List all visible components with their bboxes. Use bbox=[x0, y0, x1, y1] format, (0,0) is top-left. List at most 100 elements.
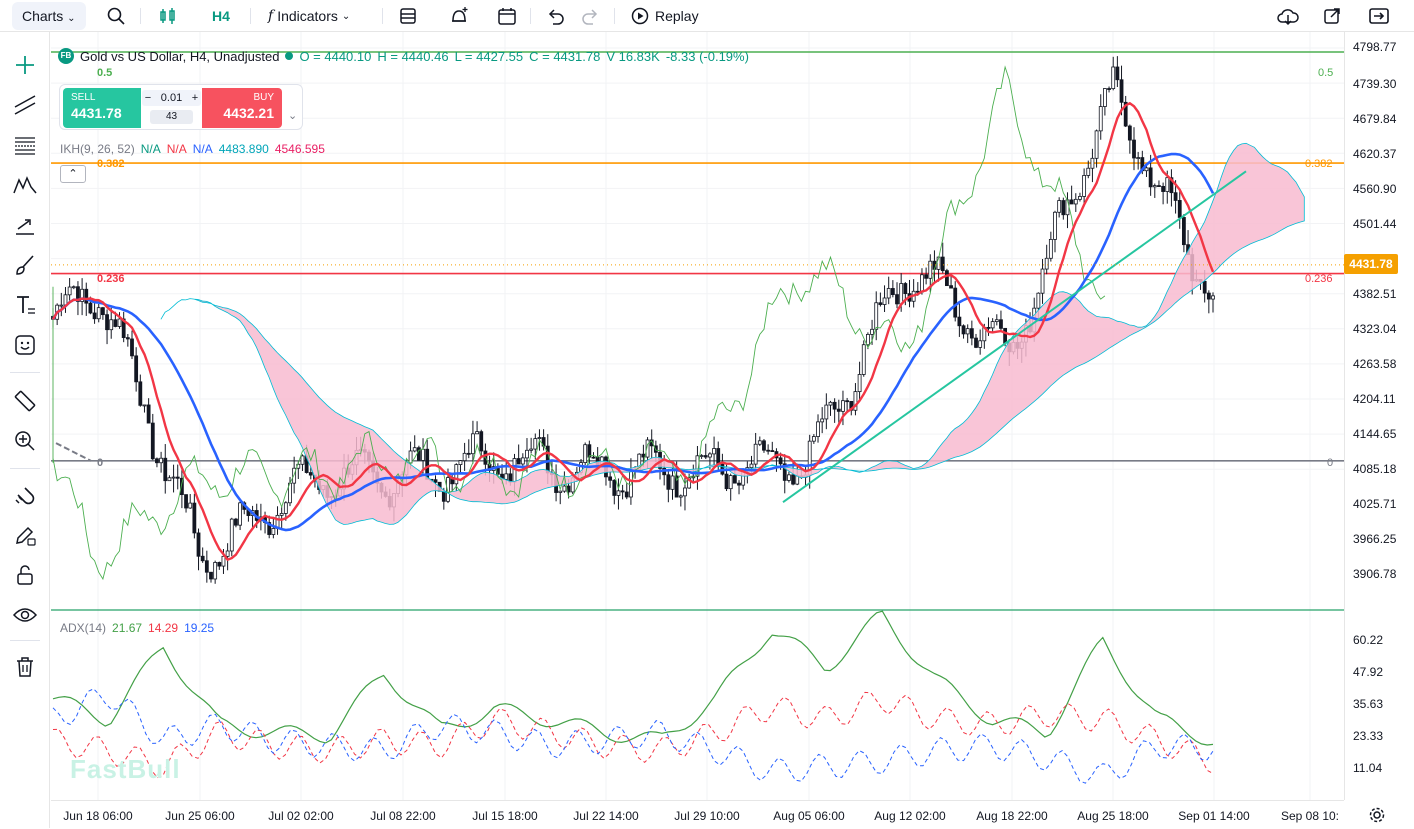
trendline-tool[interactable] bbox=[10, 90, 40, 120]
minus-icon[interactable]: − bbox=[144, 92, 152, 104]
search-button[interactable] bbox=[106, 0, 126, 32]
candle-body bbox=[999, 319, 1003, 329]
text-tool[interactable] bbox=[10, 290, 40, 320]
ichimoku-conversion-line bbox=[51, 101, 1215, 562]
indicators-label: Indicators bbox=[277, 8, 338, 24]
share-button[interactable] bbox=[1322, 0, 1342, 32]
quantity-stepper[interactable]: − 0.01 + 43 bbox=[142, 88, 201, 128]
candle-body bbox=[895, 294, 899, 305]
emoji-tool[interactable] bbox=[10, 330, 40, 360]
candle-body bbox=[1161, 185, 1166, 192]
price-tick: 4679.84 bbox=[1353, 112, 1397, 126]
candle-body bbox=[100, 307, 105, 316]
pattern-tool[interactable] bbox=[10, 170, 40, 200]
price-chart[interactable] bbox=[51, 32, 1344, 800]
ohlc-high: H = 4440.46 bbox=[377, 49, 448, 64]
high-value: H = 4440.46 bbox=[377, 48, 449, 64]
ichimoku-lagging-line bbox=[52, 65, 1106, 581]
plus-icon[interactable]: + bbox=[191, 92, 199, 104]
magnet-tool[interactable] bbox=[10, 480, 40, 510]
candle-body bbox=[1144, 167, 1149, 172]
redo-button[interactable] bbox=[580, 0, 600, 32]
replay-button[interactable]: Replay bbox=[630, 0, 699, 32]
volume-value: V 16.83K bbox=[606, 48, 660, 64]
candle-body bbox=[1094, 130, 1099, 159]
layout-button[interactable] bbox=[398, 0, 418, 32]
price-axis[interactable]: 4798.77 4739.30 4679.84 4620.37 4560.90 4501.… bbox=[1344, 32, 1414, 800]
candle-body bbox=[1148, 167, 1153, 188]
candle-body bbox=[1040, 268, 1045, 294]
candle-body bbox=[80, 288, 85, 302]
logout-button[interactable] bbox=[1368, 0, 1390, 32]
trash-icon bbox=[17, 657, 33, 677]
candle-body bbox=[121, 318, 126, 339]
projection-tool[interactable] bbox=[10, 210, 40, 240]
candle-body bbox=[458, 460, 463, 466]
candle-body bbox=[645, 439, 650, 458]
candle-body bbox=[1057, 200, 1062, 213]
candle-body bbox=[1136, 157, 1141, 159]
candle-body bbox=[836, 408, 841, 412]
price-tick: 4382.51 bbox=[1353, 287, 1397, 301]
cloud-icon bbox=[1277, 9, 1299, 26]
toolbar-divider bbox=[614, 8, 615, 24]
zoom-tool[interactable] bbox=[10, 426, 40, 456]
indicators-button[interactable]: f Indicators ⌄ bbox=[268, 0, 350, 32]
cloud-sync-button[interactable] bbox=[1276, 0, 1300, 32]
candle-body bbox=[866, 334, 870, 346]
brush-tool[interactable] bbox=[10, 250, 40, 280]
time-axis[interactable]: Jun 18 06:00 Jun 25 06:00 Jul 02 02:00 Jul … bbox=[51, 800, 1344, 828]
buy-button[interactable]: BUY 4432.21 bbox=[202, 88, 282, 128]
quantity-value[interactable]: 0.01 bbox=[160, 92, 183, 104]
time-tick: Aug 12 02:00 bbox=[874, 809, 946, 823]
candle-body bbox=[608, 476, 613, 481]
candle-body bbox=[1082, 175, 1087, 197]
broker-logo: FB bbox=[58, 48, 74, 64]
candle-body bbox=[670, 475, 675, 490]
visibility-tool[interactable] bbox=[10, 600, 40, 630]
ichimoku-name: IKH(9, 26, 52) bbox=[60, 142, 135, 156]
ruler-tool[interactable] bbox=[10, 386, 40, 416]
symbol-title[interactable]: Gold vs US Dollar, H4, Unadjusted bbox=[80, 48, 280, 64]
price-tick: 3906.78 bbox=[1353, 567, 1397, 581]
candle-body bbox=[737, 482, 741, 486]
charts-menu-button[interactable]: Charts ⌄ bbox=[12, 0, 86, 32]
chart-pane[interactable] bbox=[51, 32, 1344, 800]
candle-body bbox=[471, 433, 475, 455]
candle-body bbox=[138, 381, 143, 406]
pencil-lock-icon bbox=[16, 526, 36, 546]
redo-icon bbox=[582, 9, 598, 25]
adx-legend[interactable]: ADX(14) 21.67 14.29 19.25 bbox=[60, 621, 214, 635]
candle-body bbox=[945, 270, 949, 287]
candle-body bbox=[283, 502, 288, 514]
undo-button[interactable] bbox=[546, 0, 566, 32]
crosshair-tool[interactable] bbox=[10, 50, 40, 80]
buy-price: 4432.21 bbox=[223, 105, 274, 121]
lock-drawings-tool[interactable] bbox=[10, 520, 40, 550]
candle-body bbox=[649, 439, 654, 447]
price-tick: 3966.25 bbox=[1353, 532, 1397, 546]
unlock-tool[interactable] bbox=[10, 560, 40, 590]
candle-body bbox=[479, 431, 484, 452]
sell-button[interactable]: SELL 4431.78 bbox=[63, 88, 141, 128]
candle-body bbox=[209, 571, 213, 580]
interval-button[interactable]: H4 bbox=[212, 8, 230, 24]
candle-body bbox=[1053, 211, 1057, 240]
alert-button[interactable] bbox=[448, 0, 470, 32]
calendar-replay-button[interactable] bbox=[496, 0, 518, 32]
price-tick: 4263.58 bbox=[1353, 357, 1397, 371]
chart-type-button[interactable] bbox=[158, 0, 178, 32]
delete-drawings-tool[interactable] bbox=[10, 652, 40, 682]
candle-body bbox=[591, 456, 596, 459]
fib-retracement-tool[interactable] bbox=[10, 130, 40, 160]
chart-settings-button[interactable] bbox=[1368, 806, 1386, 829]
chevron-down-icon[interactable]: ⌄ bbox=[288, 110, 298, 122]
collapse-legend-button[interactable]: ⌃ bbox=[60, 165, 86, 183]
candle-body bbox=[163, 457, 168, 482]
ichimoku-base-value: N/A bbox=[166, 142, 187, 156]
candle-body bbox=[928, 260, 933, 279]
adx-tick: 47.92 bbox=[1353, 665, 1384, 679]
candle-body bbox=[117, 318, 122, 327]
ichimoku-legend[interactable]: IKH(9, 26, 52) N/A N/A N/A 4483.890 4546… bbox=[60, 142, 325, 156]
candle-body bbox=[412, 447, 417, 452]
